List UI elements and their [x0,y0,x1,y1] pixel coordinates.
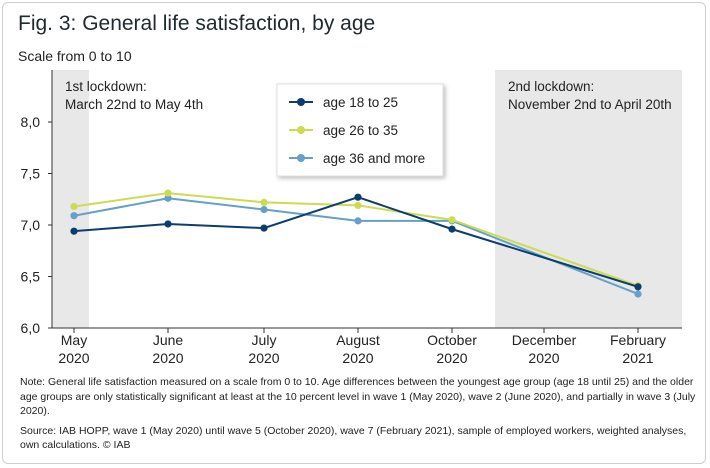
data-point [260,224,268,232]
y-tick-label: 6,5 [21,269,41,285]
x-tick-label: 2020 [342,350,373,366]
data-point [354,201,362,210]
x-tick-label: July [252,332,277,348]
legend-marker [297,126,305,134]
x-tick-label: December [512,332,577,348]
legend-label: age 18 to 25 [323,95,398,110]
chart-title: Fig. 3: General life satisfaction, by ag… [18,12,376,35]
data-point [634,290,642,298]
lockdown-shading [52,70,89,328]
source-text: Source: IAB HOPP, wave 1 (May 2020) unti… [20,424,687,452]
series-line-2 [73,192,639,287]
figure-notes: Note: General life satisfaction measured… [20,375,696,458]
y-tick-label: 7,5 [21,166,41,182]
legend-marker [297,154,305,162]
x-tick-label: June [153,332,184,348]
data-point [70,227,78,235]
x-tick-label: February [610,332,666,348]
x-tick-label: 2020 [58,350,89,366]
data-point [164,194,172,202]
data-point [260,205,268,214]
lockdown-label: March 22nd to May 4th [65,97,203,112]
chart-subtitle: Scale from 0 to 10 [18,48,132,64]
data-point [354,217,362,225]
lockdown-label: 1st lockdown: [65,79,147,94]
y-tick-label: 8,0 [21,114,41,130]
note-text: Note: General life satisfaction measured… [20,376,696,417]
lockdown-label: 2nd lockdown: [508,79,594,94]
x-tick-label: 2020 [152,350,183,366]
lockdown-shading [495,70,682,328]
data-point [164,220,172,228]
x-tick-label: 2020 [528,350,559,366]
series-line-1 [73,196,639,288]
data-point [164,189,172,197]
x-tick-label: 2020 [436,350,467,366]
lockdown-label: November 2nd to April 20th [508,97,672,112]
data-point [70,212,78,220]
y-tick-label: 6,0 [21,320,41,336]
x-tick-label: 2021 [622,350,653,366]
x-tick-label: May [61,332,87,348]
data-point [448,216,456,224]
legend: age 18 to 25 age 26 to 35 age 36 and more [276,83,444,177]
legend-label: age 36 and more [323,151,425,166]
data-point [354,193,362,201]
legend-marker [297,98,305,106]
x-tick-label: 2020 [248,350,279,366]
series-line-3 [73,197,639,295]
x-tick-label: October [427,332,477,348]
data-point [260,198,268,206]
x-tick-label: August [336,332,380,348]
data-point [70,202,78,211]
figure-frame [2,2,706,464]
data-point [634,283,642,291]
data-point [448,225,456,233]
legend-label: age 26 to 35 [323,123,398,138]
y-tick-label: 7,0 [21,217,41,233]
